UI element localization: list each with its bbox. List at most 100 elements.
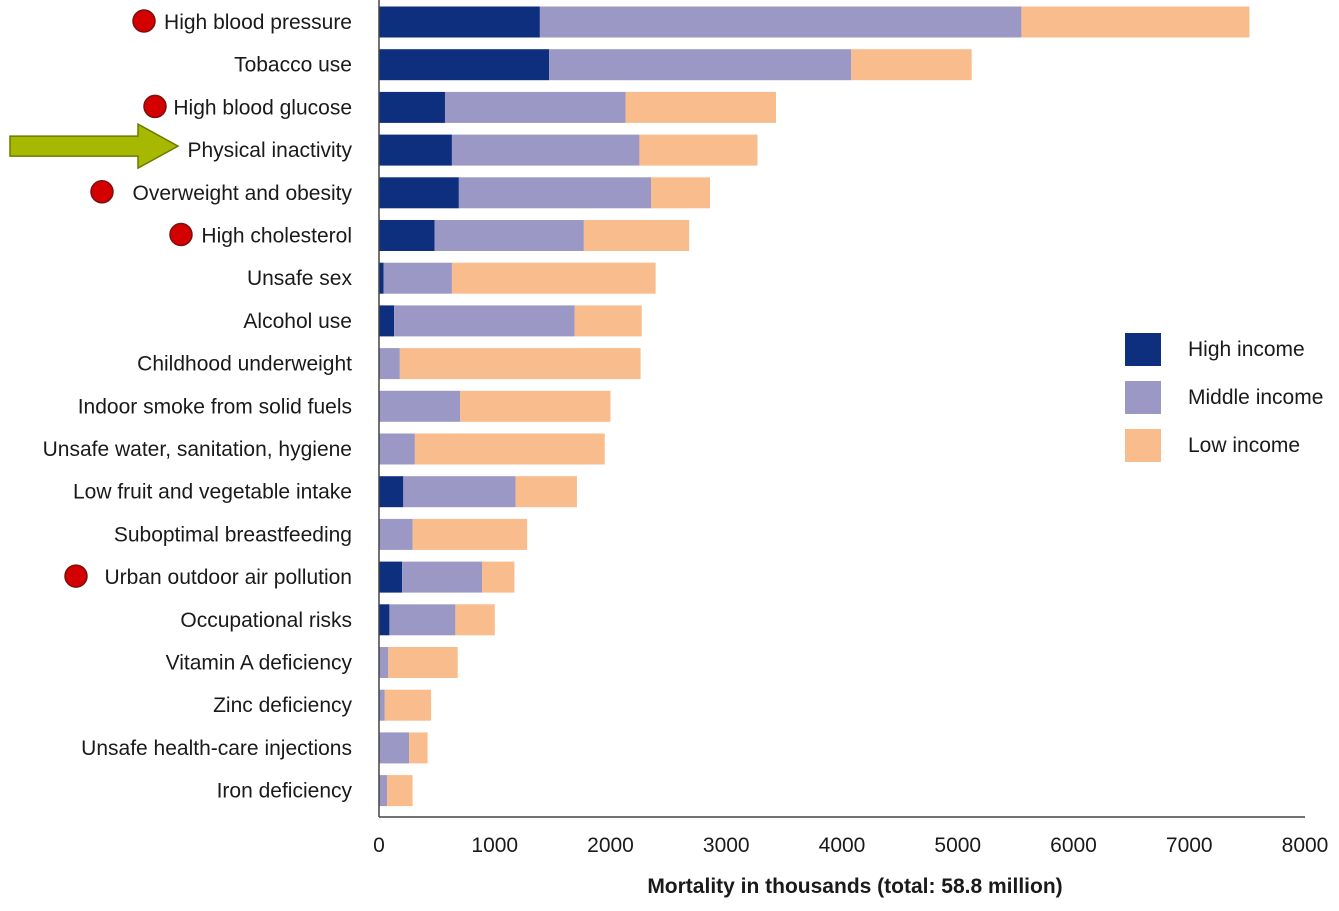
category-label: Indoor smoke from solid fuels	[78, 395, 352, 418]
category-label: Occupational risks	[180, 609, 352, 632]
bar-segment-low-income	[412, 518, 528, 550]
legend-swatch-low-income	[1125, 429, 1161, 462]
x-tick-label: 4000	[819, 834, 866, 857]
bar-row-indoor-smoke-from-solid-fuels	[379, 390, 611, 422]
bar-segment-low-income	[482, 561, 515, 593]
bar-segment-high-income	[379, 6, 540, 38]
bar-segment-high-income	[379, 220, 435, 251]
axes: 0 1000 2000 3000 4000 5000 6000 7000 8000 Mortal…	[373, 0, 1328, 898]
bar-segment-middle-income	[379, 518, 413, 550]
bar-segment-middle-income	[379, 647, 389, 678]
bar-segment-low-income	[639, 134, 758, 166]
category-label: Low fruit and vegetable intake	[73, 481, 352, 504]
red-dot-icon	[64, 564, 88, 588]
bar-segment-low-income	[414, 433, 605, 465]
arrow-icon	[9, 122, 180, 170]
highlight-markers	[9, 9, 193, 588]
bar-segment-middle-income	[389, 604, 456, 636]
bar-segment-low-income	[399, 348, 641, 380]
category-label: High blood glucose	[173, 96, 352, 119]
bar-segment-low-income	[451, 262, 656, 294]
bar-row-urban-outdoor-air-pollution	[379, 561, 515, 593]
category-label: Unsafe health-care injections	[81, 737, 352, 760]
category-label: Unsafe water, sanitation, hygiene	[43, 438, 352, 461]
legend-label-high-income: High income	[1188, 338, 1305, 361]
red-dot-icon	[90, 180, 114, 204]
bar-segment-low-income	[388, 647, 458, 678]
bar-segment-high-income	[379, 561, 403, 593]
bar-segment-low-income	[387, 775, 413, 807]
bar-row-overweight-and-obesity	[379, 177, 711, 209]
x-tick-label: 2000	[587, 834, 634, 857]
bar-row-physical-inactivity	[379, 134, 758, 166]
category-label: High cholesterol	[201, 225, 352, 248]
legend-swatch-high-income	[1125, 333, 1161, 366]
category-label: Unsafe sex	[247, 267, 353, 290]
bars-layer	[379, 6, 1250, 807]
bar-segment-high-income	[379, 177, 459, 209]
bar-segment-middle-income	[539, 6, 1022, 38]
bar-segment-low-income	[851, 49, 972, 81]
category-label: Childhood underweight	[137, 353, 352, 376]
bar-segment-middle-income	[383, 262, 452, 294]
bar-segment-low-income	[455, 604, 495, 636]
category-label: High blood pressure	[164, 11, 352, 34]
category-labels: High blood pressure Tobacco use High blood…	[43, 11, 353, 803]
bar-segment-middle-income	[379, 348, 400, 380]
bar-segment-middle-income	[434, 220, 584, 251]
bar-segment-high-income	[379, 49, 550, 81]
bar-segment-middle-income	[394, 305, 575, 337]
x-axis-ticks: 0 1000 2000 3000 4000 5000 6000 7000 8000	[373, 834, 1328, 857]
bar-row-high-blood-pressure	[379, 6, 1250, 38]
bar-segment-middle-income	[549, 49, 852, 81]
bar-segment-high-income	[379, 305, 395, 337]
bar-segment-low-income	[1021, 6, 1250, 38]
category-label: Iron deficiency	[217, 780, 353, 803]
bar-segment-high-income	[379, 476, 404, 508]
bar-segment-middle-income	[444, 91, 626, 123]
bar-segment-low-income	[409, 732, 428, 764]
bar-segment-high-income	[379, 604, 390, 636]
red-dot-icon	[143, 94, 167, 119]
x-tick-label: 0	[373, 834, 385, 857]
bar-row-occupational-risks	[379, 604, 495, 636]
x-tick-label: 8000	[1282, 834, 1329, 857]
x-tick-label: 6000	[1050, 834, 1097, 857]
bar-row-childhood-underweight	[379, 348, 641, 380]
bar-segment-low-income	[460, 390, 611, 422]
bar-row-high-blood-glucose	[379, 91, 777, 123]
x-tick-label: 1000	[471, 834, 518, 857]
category-label: Zinc deficiency	[213, 694, 352, 717]
bar-segment-low-income	[515, 476, 577, 508]
bar-segment-middle-income	[403, 476, 516, 508]
bar-segment-middle-income	[379, 433, 415, 465]
category-label: Suboptimal breastfeeding	[114, 523, 352, 546]
bar-row-iron-deficiency	[379, 775, 413, 807]
bar-row-tobacco-use	[379, 49, 972, 81]
bar-row-high-cholesterol	[379, 220, 690, 251]
bar-segment-middle-income	[458, 177, 652, 209]
x-tick-label: 5000	[934, 834, 981, 857]
category-label: Vitamin A deficiency	[166, 652, 353, 675]
bar-segment-middle-income	[379, 732, 410, 764]
bar-row-unsafe-sex	[379, 262, 656, 294]
bar-row-low-fruit-and-vegetable-intake	[379, 476, 577, 508]
legend-swatch-middle-income	[1125, 381, 1161, 414]
category-label: Alcohol use	[243, 310, 352, 333]
bar-segment-middle-income	[402, 561, 483, 593]
bar-segment-high-income	[379, 91, 445, 123]
category-label: Tobacco use	[234, 54, 352, 77]
x-axis-title: Mortality in thousands (total: 58.8 mill…	[647, 875, 1062, 898]
x-tick-label: 3000	[703, 834, 750, 857]
category-label: Overweight and obesity	[133, 182, 353, 205]
bar-segment-high-income	[379, 262, 384, 294]
legend: High income Middle income Low income	[1125, 333, 1323, 462]
bar-row-suboptimal-breastfeeding	[379, 518, 528, 550]
category-label: Physical inactivity	[187, 139, 352, 162]
bar-row-unsafe-health-care-injections	[379, 732, 428, 764]
red-dot-icon	[132, 9, 156, 33]
legend-label-middle-income: Middle income	[1188, 386, 1323, 409]
bar-segment-low-income	[384, 689, 432, 721]
bar-segment-middle-income	[379, 689, 385, 721]
